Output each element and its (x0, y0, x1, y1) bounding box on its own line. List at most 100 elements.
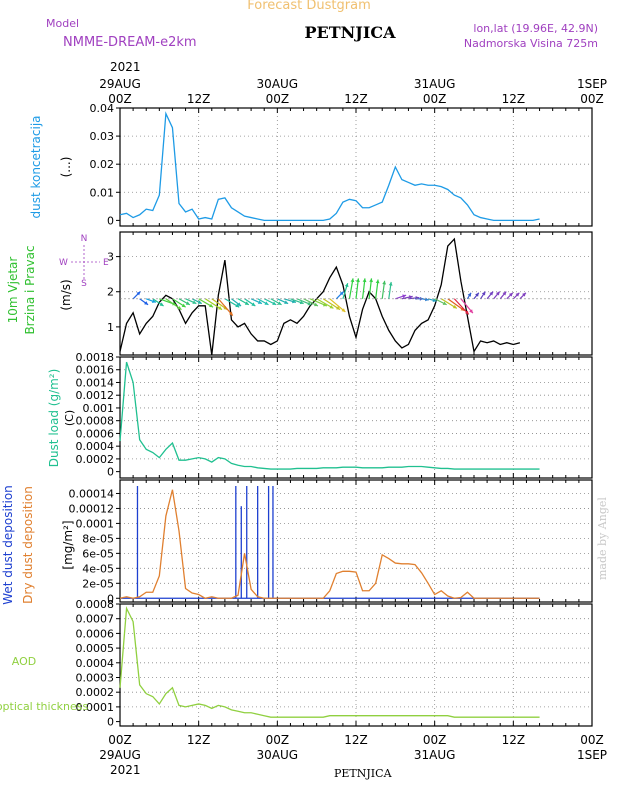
concentration-ylabel: dust koncetracija (29, 115, 43, 218)
year-top: 2021 (110, 60, 141, 74)
compass-north: N (81, 234, 88, 244)
x-bottom-hour-label: 12Z (344, 733, 368, 747)
x-top-hour-label: 12Z (344, 92, 368, 106)
wet-deposition-ylabel: Wet dust deposition (1, 485, 15, 605)
x-top-hour-label: 12Z (187, 92, 211, 106)
wind-arrow-head (272, 301, 277, 305)
y-tick-label: 6e-05 (82, 547, 114, 560)
altitude-label: Nadmorska Visina 725m (463, 37, 598, 50)
wind-arrow-head (228, 311, 233, 316)
y-tick-label: 0.0004 (76, 440, 115, 453)
wind-ylabel-line1: 10m Vjetar (6, 257, 20, 324)
wind-arrow-head (502, 291, 507, 296)
y-tick-label: 0.0003 (76, 671, 115, 684)
panel-frame (119, 603, 593, 727)
aod-label: AOD (12, 655, 36, 668)
aod-panel (116, 603, 593, 727)
y-tick-label: 0.0012 (76, 389, 115, 402)
y-tick-label: 0.0004 (76, 657, 115, 670)
wind-arrow-head (388, 281, 393, 286)
y-tick-label: 0.00014 (69, 487, 115, 500)
wind-arrow-head (336, 306, 341, 310)
y-tick-label: 0 (107, 466, 114, 479)
x-bottom-date-label: 30AUG (257, 748, 299, 762)
deposition-panel (116, 479, 593, 603)
wind-arrow-head (481, 291, 486, 296)
wind-arrow-head (356, 278, 360, 283)
wind-arrow-head (322, 302, 327, 307)
wind-arrow-head (237, 302, 242, 306)
y-tick-label: 0.0014 (76, 376, 115, 389)
y-tick-label: 0.0002 (76, 453, 115, 466)
wind-panel (116, 231, 593, 356)
wind-arrow-head (432, 298, 437, 303)
y-tick-label: 0.0001 (76, 701, 115, 714)
deposition-unit: [mg/m²] (61, 520, 75, 569)
wind-arrow-head (277, 301, 282, 305)
x-bottom-hour-label: 00Z (580, 733, 604, 747)
wind-arrow (453, 298, 470, 315)
x-bottom-hour-label: 00Z (266, 733, 290, 747)
load-unit: (C) (63, 410, 76, 426)
y-tick-label: 0.00012 (69, 502, 115, 515)
dry-deposition-line (119, 489, 540, 599)
year-bottom: 2021 (110, 763, 141, 777)
x-bottom-date-label: 29AUG (99, 748, 141, 762)
y-tick-label: 0.0016 (76, 364, 115, 377)
x-top-date-label: 1SEP (577, 77, 607, 91)
station-name: PETNJICA (304, 23, 396, 42)
y-tick-label: 4e-05 (82, 562, 114, 575)
wind-arrow-head (475, 292, 479, 297)
x-bottom-date-label: 1SEP (577, 748, 607, 762)
x-bottom-date-label: 31AUG (414, 748, 456, 762)
wind-arrow-head (313, 302, 318, 307)
x-top-date-label: 31AUG (414, 77, 456, 91)
wind-arrow-head (344, 283, 349, 288)
load-ylabel: Dust load (g/m²) (47, 369, 61, 468)
wind-arrow-head (452, 304, 457, 309)
wind-arrow (217, 298, 234, 316)
y-tick-label: 0.0005 (76, 642, 115, 655)
y-tick-label: 0.0006 (76, 427, 115, 440)
dust_concentration-panel (116, 107, 593, 227)
wind-arrow-head (197, 300, 202, 304)
wind-arrow-head (467, 292, 472, 297)
wind-unit: (m/s) (59, 279, 73, 310)
wind-arrow-head (522, 292, 526, 297)
wind-arrow-head (209, 303, 214, 308)
wind-arrow-head (442, 301, 447, 305)
wind-arrow-head (185, 301, 190, 305)
wind-arrow-head (251, 302, 256, 306)
x-bottom-hour-label: 12Z (187, 733, 211, 747)
wind-line (119, 237, 521, 356)
wind-arrow-head (508, 292, 513, 297)
y-tick-label: 0.0006 (76, 627, 115, 640)
wind-arrow-head (515, 292, 520, 297)
dry-deposition-ylabel: Dry dust deposition (21, 486, 35, 604)
dust_load-line (119, 361, 540, 470)
model-label: Model (46, 17, 80, 30)
dust_concentration-line (119, 111, 540, 222)
wind-arrow-head (192, 300, 197, 304)
wind-arrow-head (382, 280, 387, 285)
panel-frame (119, 356, 593, 479)
x-top-hour-label: 12Z (502, 92, 526, 106)
y-tick-label: 1 (107, 321, 114, 334)
y-tick-label: 0.0007 (76, 613, 115, 626)
dust_load-panel (116, 356, 593, 479)
y-tick-label: 2e-05 (82, 577, 114, 590)
y-tick-label: 0.02 (90, 158, 115, 171)
chart-title: Forecast Dustgram (247, 0, 371, 13)
wind-arrow-head (257, 300, 262, 304)
y-tick-label: 0 (107, 716, 114, 729)
y-tick-label: 0.03 (90, 130, 115, 143)
wind-arrow-head (341, 308, 346, 312)
wind-arrow-head (235, 303, 240, 308)
x-top-date-label: 29AUG (99, 77, 141, 91)
wind-arrow-head (495, 291, 500, 296)
compass-west: W (59, 258, 68, 268)
concentration-unit: (...) (59, 157, 73, 178)
y-tick-label: 0 (107, 214, 114, 227)
x-bottom-hour-label: 00Z (108, 733, 132, 747)
compass-east: E (103, 258, 109, 268)
